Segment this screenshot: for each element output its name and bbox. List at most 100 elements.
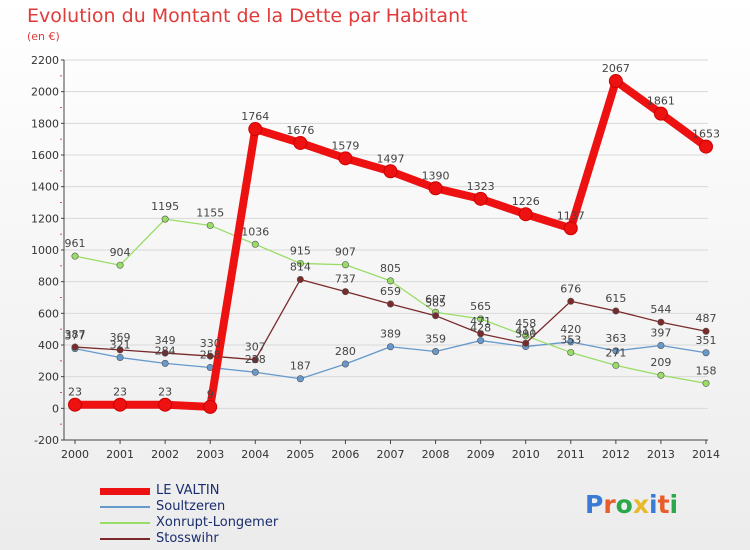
data-label: 805 — [380, 262, 401, 275]
data-label: 1676 — [286, 124, 314, 137]
data-point — [657, 318, 665, 326]
data-point — [612, 307, 620, 315]
data-label: 353 — [560, 333, 581, 346]
data-label: 258 — [200, 348, 221, 361]
data-label: 1653 — [692, 128, 720, 141]
data-label: 280 — [335, 345, 356, 358]
x-tick-label: 2003 — [196, 448, 224, 461]
data-point — [702, 379, 710, 387]
x-tick-label: 2013 — [647, 448, 675, 461]
x-tick-label: 2014 — [692, 448, 720, 461]
data-label: 585 — [425, 297, 446, 310]
data-point — [206, 221, 214, 229]
y-tick-label: 1400 — [31, 181, 59, 194]
y-tick-label: 1000 — [31, 244, 59, 257]
data-label: 397 — [650, 326, 671, 339]
data-label: 659 — [380, 285, 401, 298]
x-tick-label: 2007 — [377, 448, 405, 461]
data-point — [612, 347, 620, 355]
logo-letter: r — [603, 490, 616, 519]
legend-label: Soultzeren — [156, 499, 226, 514]
data-label: 390 — [515, 328, 536, 341]
y-tick-label: -200 — [34, 434, 59, 447]
data-label: 1137 — [557, 209, 585, 222]
data-point — [518, 207, 533, 222]
legend-label: Xonrupt-Longemer — [156, 515, 279, 530]
logo-letter: x — [632, 490, 649, 519]
data-point — [71, 343, 79, 351]
data-label: 907 — [335, 246, 356, 259]
x-tick-label: 2002 — [151, 448, 179, 461]
y-tick-label: 800 — [38, 276, 59, 289]
data-label: 2067 — [602, 62, 630, 75]
data-label: 284 — [155, 344, 176, 357]
data-point — [653, 106, 668, 121]
x-tick-label: 2005 — [286, 448, 314, 461]
data-label: 351 — [696, 334, 717, 347]
data-label: 1764 — [241, 110, 269, 123]
chart-subtitle: (en €) — [27, 30, 60, 43]
data-label: 228 — [245, 353, 266, 366]
data-label: 23 — [158, 386, 172, 399]
data-point — [116, 261, 124, 269]
data-label: 1579 — [331, 139, 359, 152]
legend-item: LE VALTIN — [100, 483, 360, 499]
data-point — [296, 275, 304, 283]
data-label: 387 — [65, 328, 86, 341]
legend-swatch — [100, 506, 150, 508]
x-tick-label: 2008 — [422, 448, 450, 461]
data-label: 321 — [110, 339, 131, 352]
data-label: 330 — [200, 337, 221, 350]
data-point — [522, 339, 530, 347]
data-label: 487 — [696, 312, 717, 325]
data-point — [699, 139, 713, 154]
data-label: 1195 — [151, 200, 179, 213]
data-point — [251, 240, 259, 248]
data-point — [477, 330, 485, 338]
data-point — [702, 349, 710, 357]
data-point — [477, 337, 485, 345]
data-point — [206, 352, 214, 360]
data-label: 1390 — [422, 169, 450, 182]
legend-item: Stosswihr — [100, 531, 360, 547]
data-point — [563, 221, 578, 236]
data-label: 607 — [425, 293, 446, 306]
x-tick-label: 2004 — [241, 448, 269, 461]
data-label: 458 — [515, 317, 536, 330]
data-point — [158, 397, 173, 412]
legend-label: LE VALTIN — [156, 483, 220, 498]
data-label: 565 — [470, 300, 491, 313]
legend-item: Xonrupt-Longemer — [100, 515, 360, 531]
data-point — [612, 361, 620, 369]
x-tick-label: 2011 — [557, 448, 585, 461]
logo-letter: t — [657, 490, 670, 519]
x-tick-label: 2009 — [467, 448, 495, 461]
chart-legend: LE VALTIN Soultzeren Xonrupt-Longemer Stoss… — [100, 483, 360, 547]
data-label: 389 — [380, 328, 401, 341]
data-point — [432, 347, 440, 355]
data-label: 737 — [335, 273, 356, 286]
data-label: 377 — [65, 330, 86, 343]
data-point — [251, 356, 259, 364]
data-label: 271 — [605, 346, 626, 359]
logo-letter: i — [669, 490, 679, 519]
legend-swatch — [100, 522, 150, 524]
x-tick-label: 2000 — [61, 448, 89, 461]
y-tick-label: 0 — [52, 402, 59, 415]
data-label: 904 — [110, 246, 131, 259]
y-tick-label: 1600 — [31, 149, 59, 162]
data-point — [567, 348, 575, 356]
logo-letter: P — [585, 490, 604, 519]
y-tick-label: 600 — [38, 307, 59, 320]
data-point — [341, 261, 349, 269]
data-label: 209 — [650, 356, 671, 369]
data-point — [341, 288, 349, 296]
data-label: 307 — [245, 341, 266, 354]
x-tick-label: 2001 — [106, 448, 134, 461]
data-label: 1155 — [196, 206, 224, 219]
data-label: 9 — [207, 388, 214, 401]
data-point — [473, 191, 488, 206]
data-label: 428 — [470, 322, 491, 335]
data-label: 676 — [560, 282, 581, 295]
